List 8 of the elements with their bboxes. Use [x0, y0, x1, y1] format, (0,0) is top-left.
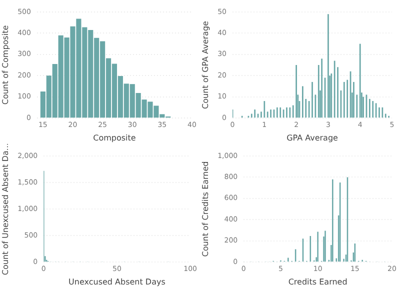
- y-axis-title: Count of Composite: [0, 25, 10, 105]
- x-axis-title: Unexcused Absent Days: [68, 277, 166, 286]
- x-axis-title: Credits Earned: [288, 277, 348, 286]
- y-axis-title: Count of Unexcused Absent Da...: [0, 142, 10, 276]
- x-axis-title: Composite: [93, 133, 136, 142]
- x-axis-title: GPA Average: [286, 133, 338, 142]
- y-axis-title: Count of Credits Earned: [200, 161, 210, 257]
- y-axis-title: Count of GPA Average: [200, 20, 210, 109]
